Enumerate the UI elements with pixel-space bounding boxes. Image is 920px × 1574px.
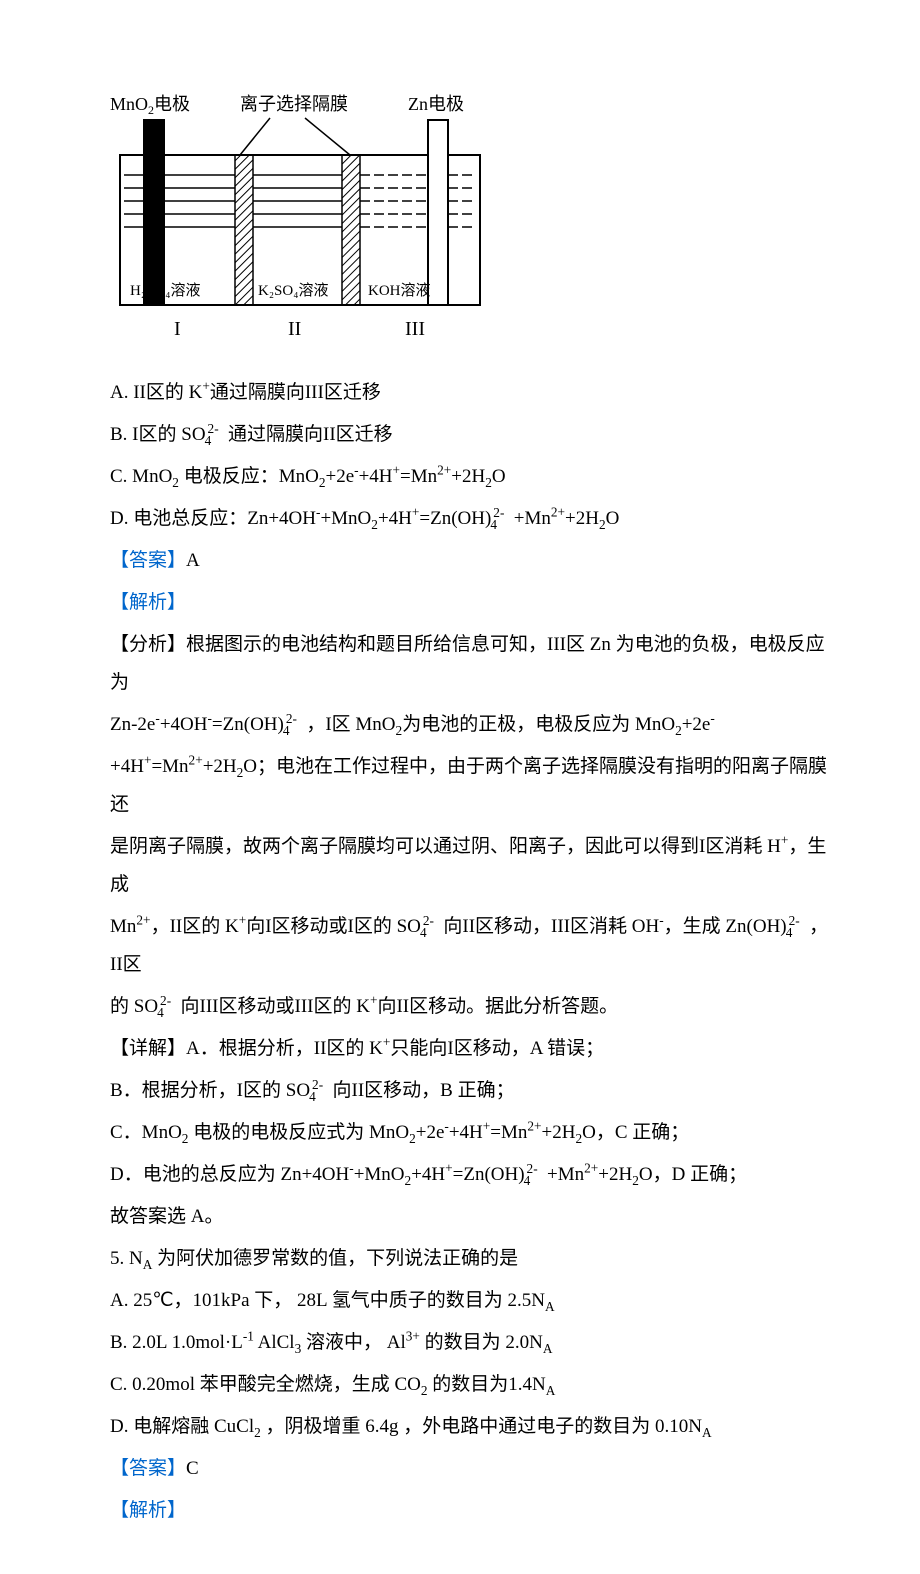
q5-option-b: B. 2.0L 1.0mol·L-1 AlCl3 溶液中， Al3+ 的数目为 … xyxy=(110,1324,830,1362)
option-c: C. MnO2 电极反应：MnO2+2e-+4H+=Mn2++2H2O xyxy=(110,458,830,496)
option-a-prefix: A. II区的 K xyxy=(110,382,202,403)
roman-3: III xyxy=(405,318,425,340)
option-a-suffix: 通过隔膜向III区迁移 xyxy=(210,382,381,403)
option-a-sup: + xyxy=(202,379,210,394)
label-membrane: 离子选择隔膜 xyxy=(240,94,348,114)
roman-2: II xyxy=(288,318,301,340)
conclusion: 故答案选 A。 xyxy=(110,1198,830,1236)
detail-a: 【详解】A．根据分析，II区的 K+只能向I区移动，A 错误； xyxy=(110,1030,830,1068)
answer2-value: C xyxy=(186,1458,199,1479)
answer2-label: 【答案】 xyxy=(110,1458,186,1479)
analysis-p1: 【分析】根据图示的电池结构和题目所给信息可知，III区 Zn 为电池的负极，电极… xyxy=(110,626,830,702)
answer-line: 【答案】A xyxy=(110,542,830,580)
q5-stem: 5. NA 为阿伏加德罗常数的值，下列说法正确的是 xyxy=(110,1240,830,1278)
answer2-line: 【答案】C xyxy=(110,1450,830,1488)
detail-c: C．MnO2 电极的电极反应式为 MnO2+2e-+4H+=Mn2++2H2O，… xyxy=(110,1114,830,1152)
jiexi-label: 【解析】 xyxy=(110,584,830,622)
analysis-p3: +4H+=Mn2++2H2O；电池在工作过程中，由于两个离子选择隔膜没有指明的阳… xyxy=(110,748,830,824)
label-mno2: MnO2电极 xyxy=(110,94,190,117)
analysis-p6: 的 SO2-4 向III区移动或III区的 K+向II区移动。据此分析答题。 xyxy=(110,988,830,1026)
membrane-right xyxy=(342,155,360,305)
detail-b: B．根据分析，I区的 SO2-4 向II区移动，B 正确； xyxy=(110,1072,830,1110)
label-h2so4: H₂SO₄溶液 xyxy=(130,282,200,299)
option-b-prefix: B. I区的 SO xyxy=(110,424,206,445)
q5-option-a: A. 25℃，101kPa 下， 28L 氢气中质子的数目为 2.5NA xyxy=(110,1282,830,1320)
membrane-left xyxy=(235,155,253,305)
label-k2so4: K₂SO₄溶液 xyxy=(258,282,328,299)
mno2-electrode xyxy=(144,120,164,305)
option-b: B. I区的 SO2-4 通过隔膜向II区迁移 xyxy=(110,416,830,454)
analysis-p5: Mn2+，II区的 K+向I区移动或I区的 SO2-4 向II区移动，III区消… xyxy=(110,908,830,984)
label-zn: Zn电极 xyxy=(408,94,464,114)
option-b-sub: 4 xyxy=(205,433,212,448)
q5-option-c: C. 0.20mol 苯甲酸完全燃烧，生成 CO2 的数目为1.4NA xyxy=(110,1366,830,1404)
answer-value: A xyxy=(186,550,200,571)
battery-diagram: MnO2电极 离子选择隔膜 Zn电极 H₂SO₄溶液 K₂SO₄溶液 KOH溶液 xyxy=(110,90,830,364)
option-b-suffix: 通过隔膜向II区迁移 xyxy=(223,424,392,445)
q5-option-d: D. 电解熔融 CuCl2 ，阴极增重 6.4g ，外电路中通过电子的数目为 0… xyxy=(110,1408,830,1446)
detail-d: D．电池的总反应为 Zn+4OH-+MnO2+4H+=Zn(OH)2-4 +Mn… xyxy=(110,1156,830,1194)
answer-label: 【答案】 xyxy=(110,550,186,571)
analysis-p2: Zn-2e-+4OH-=Zn(OH)2-4 ，I区 MnO2为电池的正极，电极反… xyxy=(110,706,830,744)
option-a: A. II区的 K+通过隔膜向III区迁移 xyxy=(110,374,830,412)
jiexi2-label: 【解析】 xyxy=(110,1492,830,1530)
zn-electrode xyxy=(428,120,448,305)
liquid-lines-3 xyxy=(360,175,476,227)
option-d: D. 电池总反应：Zn+4OH-+MnO2+4H+=Zn(OH)2-4 +Mn2… xyxy=(110,500,830,538)
diagram-svg: MnO2电极 离子选择隔膜 Zn电极 H₂SO₄溶液 K₂SO₄溶液 KOH溶液 xyxy=(110,90,490,350)
roman-1: I xyxy=(174,318,181,340)
liquid-lines-2 xyxy=(253,175,342,227)
label-koh: KOH溶液 xyxy=(368,282,431,299)
liquid-lines-1 xyxy=(124,175,235,227)
analysis-p4: 是阴离子隔膜，故两个离子隔膜均可以通过阴、阳离子，因此可以得到I区消耗 H+，生… xyxy=(110,828,830,904)
